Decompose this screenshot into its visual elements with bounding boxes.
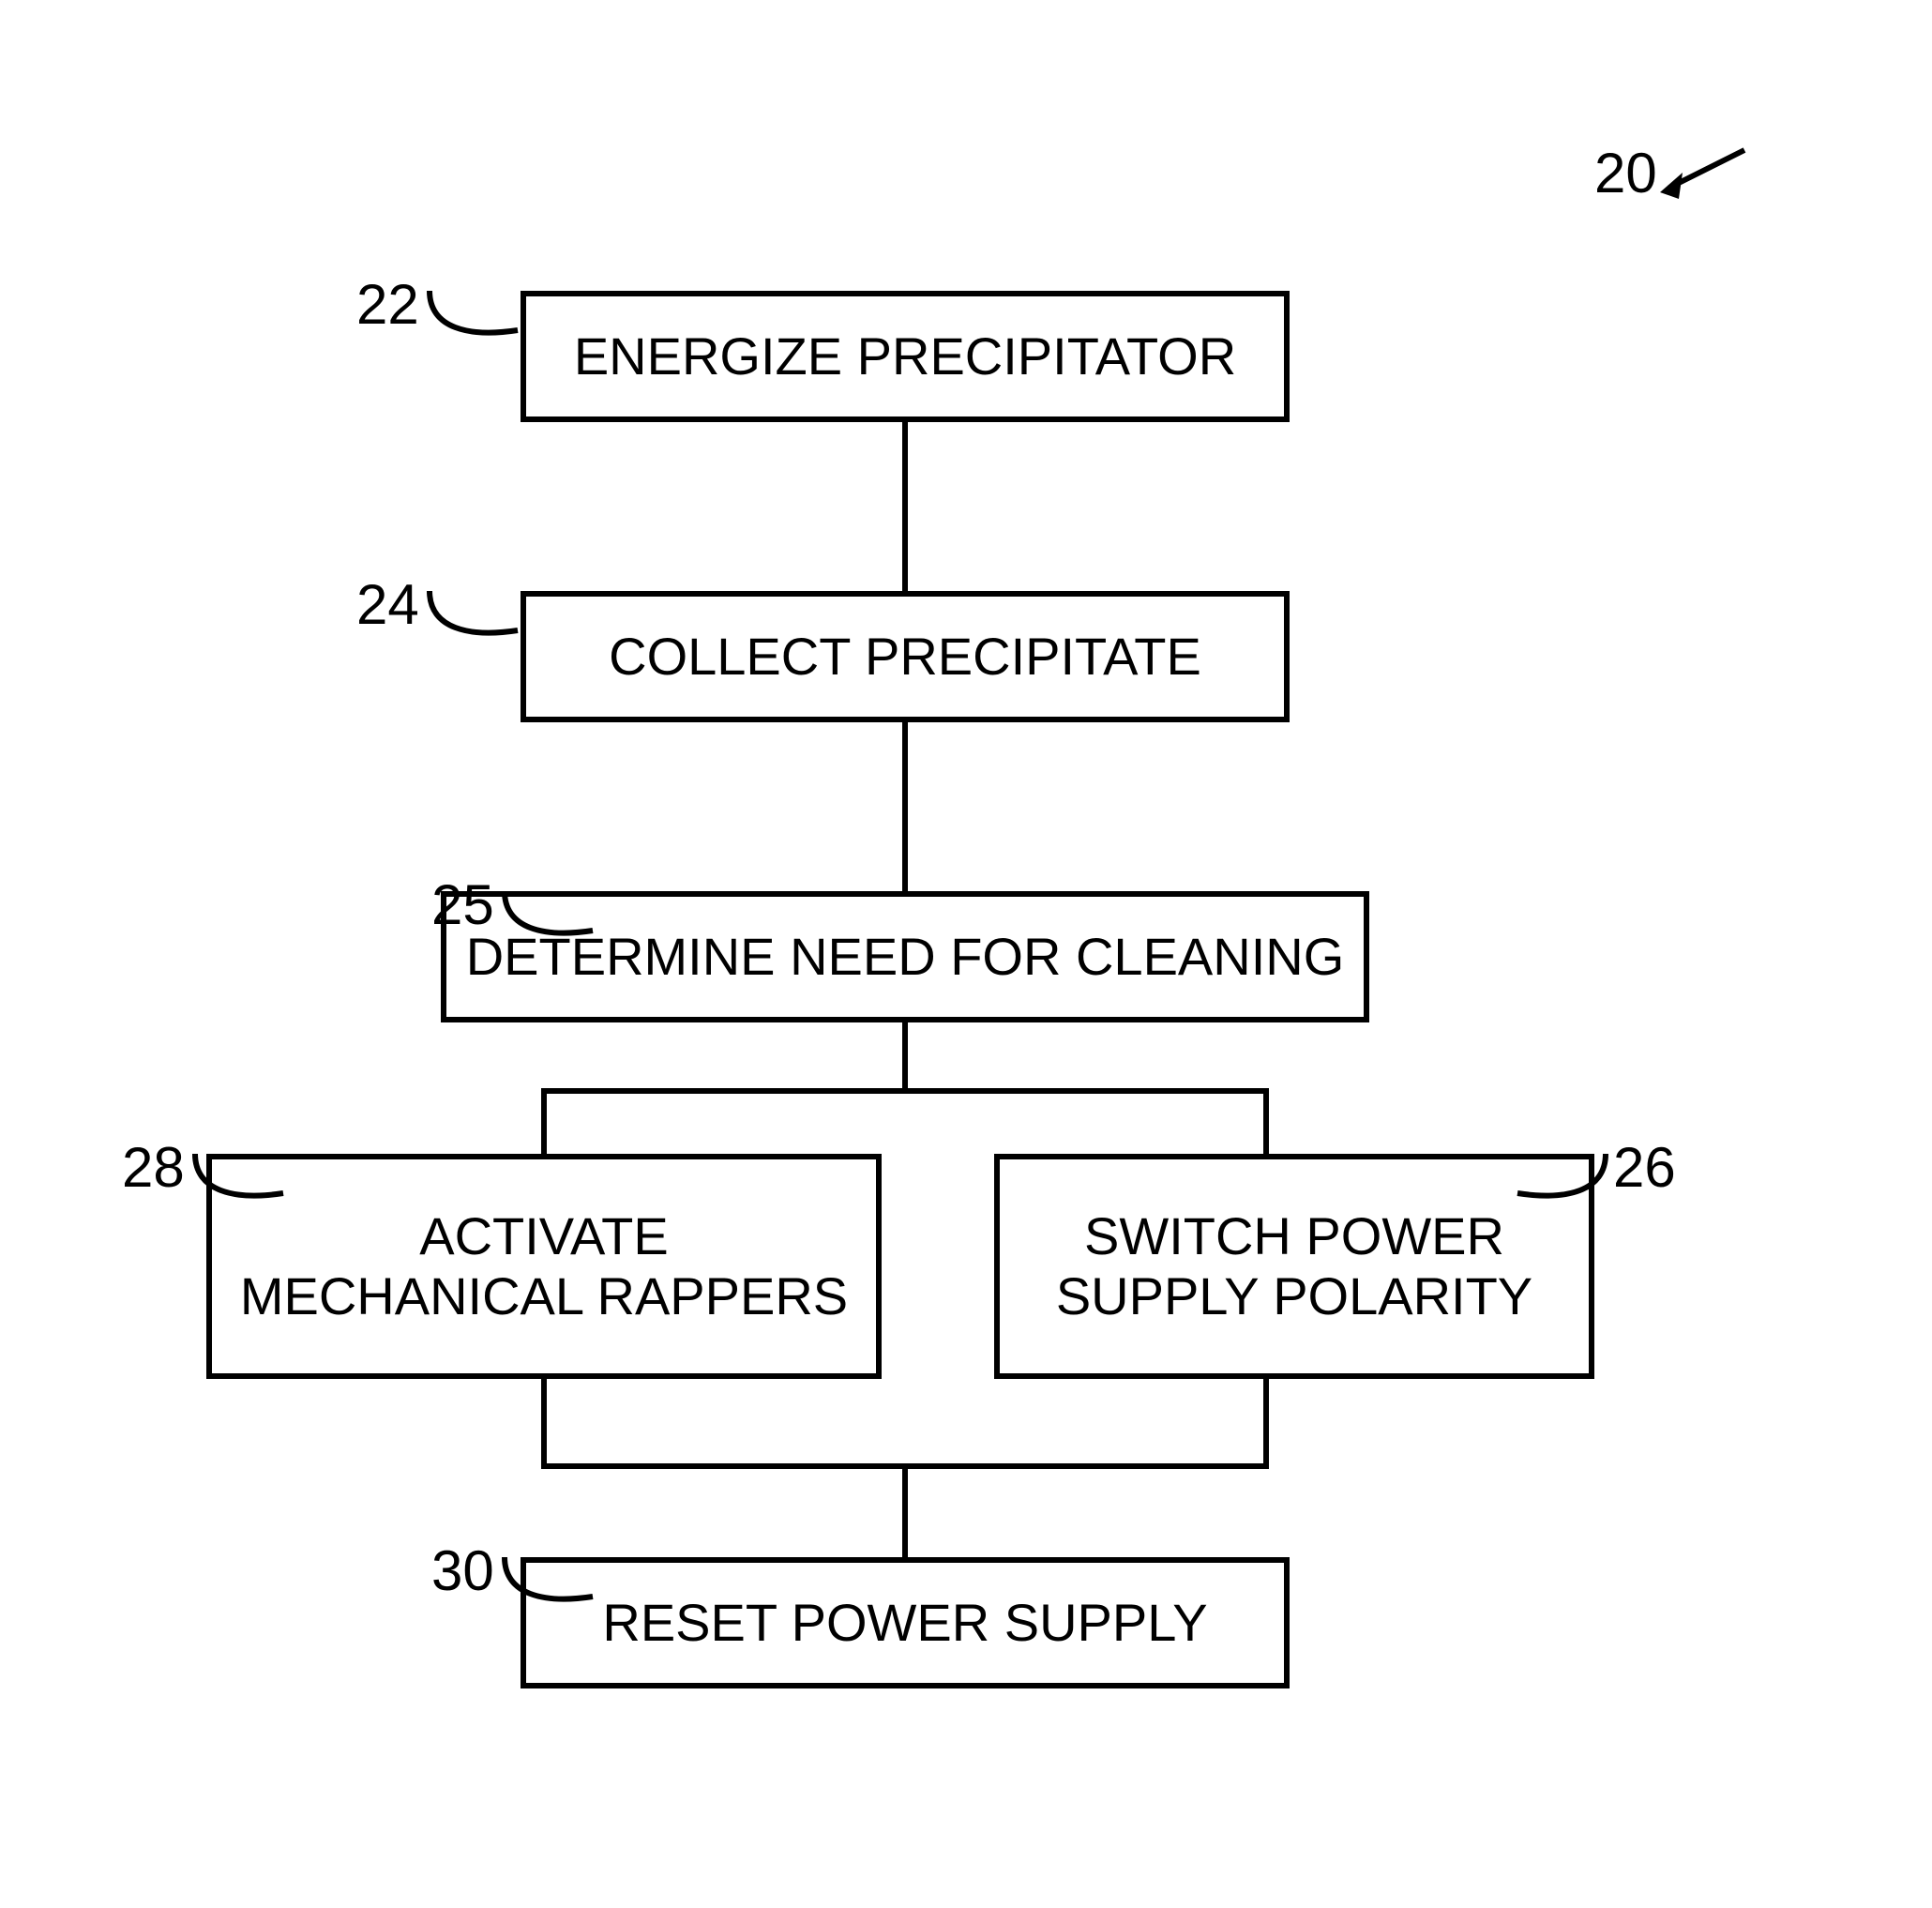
- edge-26-down: [1263, 1379, 1269, 1463]
- ref-text: 28: [122, 1136, 185, 1199]
- ref-text: 20: [1594, 142, 1657, 204]
- edge-branch-horizontal-top: [541, 1088, 1269, 1094]
- ref-label-20: 20: [1594, 141, 1657, 205]
- edge-22-24: [902, 422, 908, 591]
- ref-label-25: 25: [431, 872, 494, 937]
- edge-branch-right: [1263, 1088, 1269, 1154]
- node-reset-power-supply: RESET POWER SUPPLY: [521, 1557, 1290, 1688]
- node-text: SWITCH POWER SUPPLY POLARITY: [1056, 1206, 1532, 1327]
- node-text: RESET POWER SUPPLY: [602, 1593, 1207, 1653]
- node-determine-need-for-cleaning: DETERMINE NEED FOR CLEANING: [441, 891, 1369, 1022]
- edge-branch-left: [541, 1088, 547, 1154]
- ref-text: 26: [1613, 1136, 1676, 1199]
- ref-text: 25: [431, 873, 494, 936]
- ref-text: 24: [356, 573, 419, 636]
- ref-text: 30: [431, 1539, 494, 1602]
- node-activate-mechanical-rappers: ACTIVATE MECHANICAL RAPPERS: [206, 1154, 882, 1379]
- edge-28-down: [541, 1379, 547, 1463]
- node-text: ACTIVATE MECHANICAL RAPPERS: [240, 1206, 848, 1327]
- flowchart-canvas: ENERGIZE PRECIPITATOR COLLECT PRECIPITAT…: [0, 0, 1932, 1908]
- leader-24: [422, 582, 525, 657]
- node-switch-power-supply-polarity: SWITCH POWER SUPPLY POLARITY: [994, 1154, 1594, 1379]
- ref-label-22: 22: [356, 272, 419, 337]
- node-text: COLLECT PRECIPITATE: [609, 627, 1201, 687]
- node-collect-precipitate: COLLECT PRECIPITATE: [521, 591, 1290, 722]
- ref-label-26: 26: [1613, 1135, 1676, 1200]
- edge-24-25: [902, 722, 908, 891]
- ref-label-30: 30: [431, 1538, 494, 1603]
- node-text: DETERMINE NEED FOR CLEANING: [466, 927, 1345, 987]
- edge-merge-stem: [902, 1463, 908, 1557]
- ref-label-24: 24: [356, 572, 419, 637]
- edge-25-branch-stem: [902, 1022, 908, 1088]
- leader-20: [1660, 131, 1773, 244]
- node-text: ENERGIZE PRECIPITATOR: [574, 326, 1236, 386]
- leader-22: [422, 281, 525, 356]
- ref-text: 22: [356, 273, 419, 336]
- ref-label-28: 28: [122, 1135, 185, 1200]
- node-energize-precipitator: ENERGIZE PRECIPITATOR: [521, 291, 1290, 422]
